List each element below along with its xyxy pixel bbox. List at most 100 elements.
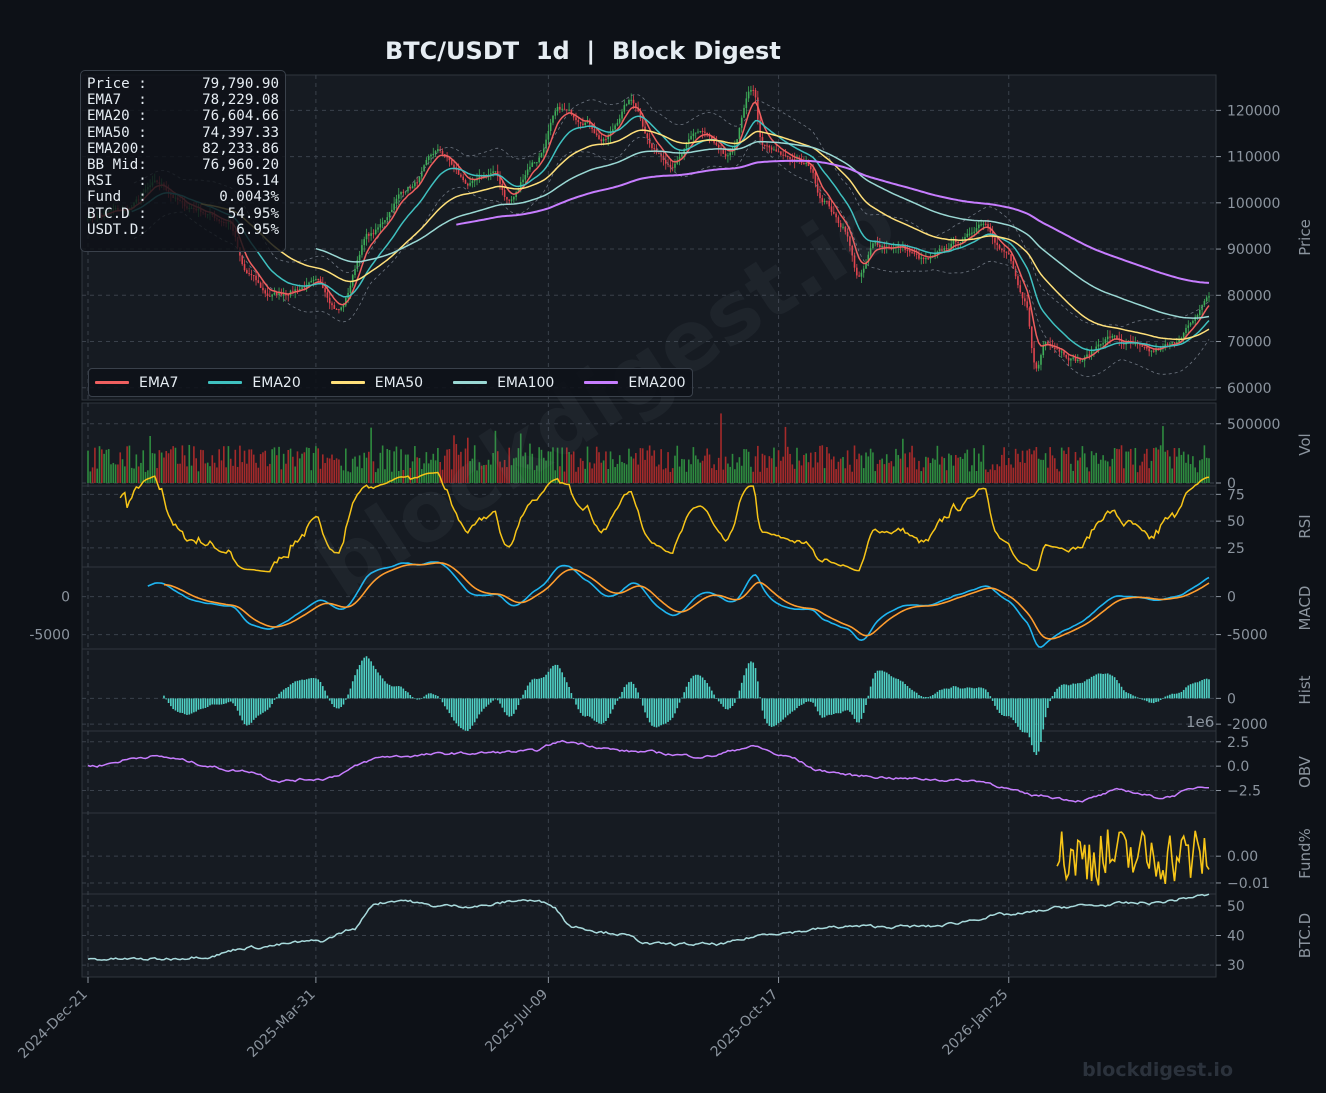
hist-bar	[165, 698, 168, 700]
candle-body	[563, 108, 566, 110]
hist-bar	[628, 682, 630, 699]
volume-bar	[694, 455, 697, 483]
volume-bar	[490, 464, 492, 483]
volume-bar	[135, 454, 138, 483]
hist-bar	[1104, 673, 1107, 699]
hist-bar	[469, 698, 471, 729]
hist-bar	[446, 698, 448, 710]
volume-bar	[361, 468, 363, 483]
hist-bar	[780, 698, 782, 722]
candle-body	[766, 145, 768, 147]
candle-body	[1189, 323, 1192, 326]
hist-bar	[842, 698, 844, 712]
volume-bar	[188, 444, 191, 483]
candle-body	[782, 154, 784, 156]
hist-bar	[867, 695, 870, 699]
hist-bar	[273, 698, 276, 700]
hist-bar	[641, 698, 644, 706]
hist-bar	[1033, 698, 1035, 753]
hist-bar	[973, 688, 976, 699]
hist-bar	[1127, 693, 1130, 699]
candle-body	[1169, 343, 1171, 345]
candle-body	[1026, 301, 1028, 308]
volume-bar	[112, 462, 115, 483]
candle-body	[241, 255, 244, 265]
volume-bar	[517, 448, 520, 483]
y-tick-label: -2000	[1227, 717, 1268, 733]
volume-bar	[250, 449, 253, 483]
volume-bar	[651, 455, 653, 483]
candle-body	[598, 135, 600, 140]
volume-bar	[179, 463, 181, 483]
candle-body	[1003, 250, 1005, 252]
y-tick-label: 500000	[1227, 417, 1280, 433]
hist-bar	[423, 696, 425, 699]
candle-body	[565, 109, 568, 111]
candle-body	[835, 213, 837, 218]
hist-bar	[874, 672, 877, 699]
hist-bar	[1141, 698, 1144, 700]
volume-bar	[897, 455, 900, 483]
volume-bar	[913, 457, 916, 483]
hist-bar	[885, 672, 888, 699]
hist-bar	[1047, 698, 1049, 708]
candle-body	[561, 108, 563, 110]
volume-bar	[1030, 454, 1033, 483]
hist-bar	[621, 691, 623, 699]
hist-bar	[172, 698, 174, 710]
volume-bar	[750, 466, 752, 483]
volume-bar	[117, 464, 119, 483]
hist-bar	[538, 678, 540, 699]
volume-bar	[163, 457, 165, 483]
hist-bar	[282, 689, 285, 699]
volume-bar	[388, 450, 391, 483]
hist-bar	[747, 663, 750, 699]
volume-bar	[1104, 460, 1107, 483]
candle-body	[973, 231, 976, 233]
candle-body	[526, 169, 529, 175]
volume-bar	[1175, 456, 1178, 483]
volume-bar	[662, 469, 665, 483]
hist-bar	[342, 698, 345, 705]
hist-bar	[722, 698, 725, 707]
candle-body	[492, 171, 494, 174]
volume-bar	[227, 446, 230, 483]
candle-body	[1067, 357, 1070, 361]
volume-bar	[386, 448, 389, 483]
candle-body	[821, 198, 824, 203]
hist-bar	[457, 698, 460, 727]
volume-bar	[885, 454, 888, 483]
hist-bar	[374, 669, 377, 699]
hist-bar	[411, 697, 414, 699]
candle-body	[356, 260, 359, 269]
volume-bar	[616, 463, 619, 483]
ema-line-200	[456, 159, 1210, 284]
hist-bar	[1116, 680, 1118, 699]
volume-bar	[1109, 466, 1111, 483]
hist-bar	[1076, 683, 1079, 699]
candle-body	[1044, 341, 1047, 347]
volume-bar	[1083, 453, 1086, 483]
candle-body	[257, 280, 260, 283]
volume-bar	[770, 458, 773, 483]
hist-bar	[752, 662, 755, 699]
candle-body	[298, 289, 301, 291]
hist-bar	[1118, 683, 1121, 699]
volume-bar	[568, 452, 570, 483]
volume-bar	[515, 457, 517, 483]
candle-body	[681, 154, 683, 157]
volume-bar	[1044, 453, 1047, 483]
volume-bar	[282, 453, 285, 483]
volume-bar	[814, 451, 817, 483]
volume-bar	[91, 467, 94, 483]
candle-body	[899, 245, 902, 248]
candle-body	[637, 107, 639, 112]
volume-bar	[303, 452, 306, 483]
volume-bar	[846, 450, 849, 483]
volume-bar	[315, 446, 317, 483]
hist-bar	[186, 698, 188, 715]
volume-bar	[395, 446, 398, 483]
volume-bar	[945, 470, 948, 483]
volume-bar	[1028, 448, 1031, 483]
hist-bar	[402, 688, 405, 699]
